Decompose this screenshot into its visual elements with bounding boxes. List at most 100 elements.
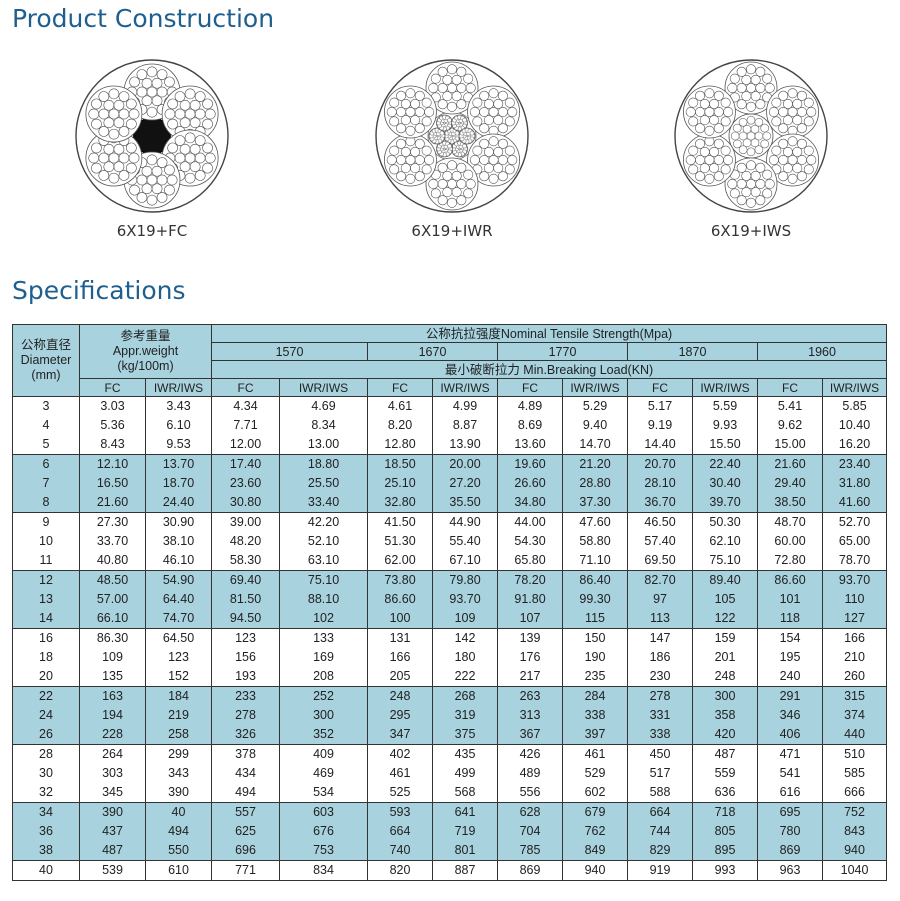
diameter-header-cn: 公称直径 bbox=[20, 338, 71, 352]
value-cell: 190 bbox=[562, 648, 629, 667]
value-cell: 696 bbox=[211, 841, 281, 861]
value-cell: 75.10 bbox=[279, 570, 369, 590]
specifications-table-body: 3 3.03 3.43 4.34 4.69 4.61 4.99 4.89 5.29 5.17 5.5… bbox=[12, 396, 888, 881]
value-cell: 487 bbox=[692, 744, 759, 764]
value-cell: 31.80 bbox=[822, 474, 888, 493]
value-cell: 102 bbox=[279, 609, 369, 629]
table-row: 5 8.43 9.53 12.00 13.00 12.80 13.90 13.60 14.70 1… bbox=[12, 435, 888, 455]
value-cell: 55.40 bbox=[432, 532, 499, 551]
diameter-cell: 24 bbox=[12, 706, 80, 725]
value-cell: 48.20 bbox=[211, 532, 281, 551]
strength-1870: 1870 bbox=[627, 342, 759, 361]
outer-strand bbox=[85, 129, 143, 187]
outer-strand bbox=[683, 133, 736, 187]
value-cell: 744 bbox=[627, 822, 694, 841]
value-cell: 284 bbox=[562, 686, 629, 706]
value-cell: 963 bbox=[757, 860, 824, 881]
value-cell: 367 bbox=[497, 725, 564, 745]
value-cell: 78.70 bbox=[822, 551, 888, 571]
value-cell: 291 bbox=[757, 686, 824, 706]
value-cell: 107 bbox=[497, 609, 564, 629]
value-cell: 110 bbox=[822, 590, 888, 609]
value-cell: 4.34 bbox=[211, 396, 281, 416]
diameter-cell: 30 bbox=[12, 764, 80, 783]
core-strand bbox=[451, 140, 468, 158]
value-cell: 35.50 bbox=[432, 493, 499, 513]
value-cell: 437 bbox=[79, 822, 146, 841]
value-cell: 829 bbox=[627, 841, 694, 861]
value-cell: 21.60 bbox=[757, 454, 824, 474]
value-cell: 5.85 bbox=[822, 396, 888, 416]
rope-label-iws: 6X19+IWS bbox=[710, 222, 792, 240]
value-cell: 57.00 bbox=[79, 590, 146, 609]
value-cell: 15.00 bbox=[757, 435, 824, 455]
value-cell: 517 bbox=[627, 764, 694, 783]
value-cell: 557 bbox=[211, 802, 281, 822]
value-cell: 489 bbox=[497, 764, 564, 783]
value-cell: 895 bbox=[692, 841, 759, 861]
value-cell: 228 bbox=[79, 725, 146, 745]
value-cell: 347 bbox=[367, 725, 434, 745]
value-cell: 195 bbox=[757, 648, 824, 667]
value-cell: 300 bbox=[279, 706, 369, 725]
weight-header-cn: 参考重量 bbox=[120, 329, 171, 343]
table-row: 3 3.03 3.43 4.34 4.69 4.61 4.99 4.89 5.29 5.17 5.5… bbox=[12, 396, 888, 416]
value-cell: 704 bbox=[497, 822, 564, 841]
value-cell: 217 bbox=[497, 667, 564, 687]
value-cell: 25.10 bbox=[367, 474, 434, 493]
value-cell: 434 bbox=[211, 764, 281, 783]
value-cell: 801 bbox=[432, 841, 499, 861]
table-row: 12 48.50 54.90 69.40 75.10 73.80 79.80 78.20 86.… bbox=[12, 570, 888, 590]
value-cell: 628 bbox=[497, 802, 564, 822]
value-cell: 559 bbox=[692, 764, 759, 783]
value-cell: 63.10 bbox=[279, 551, 369, 571]
outer-strand bbox=[683, 85, 736, 139]
value-cell: 343 bbox=[144, 764, 213, 783]
weight-header-unit: (kg/100m) bbox=[117, 359, 174, 373]
table-row: 28 264 299 378 409 402 435 426 461 450 487 471 510 bbox=[12, 744, 888, 764]
value-cell: 264 bbox=[79, 744, 146, 764]
outer-strand bbox=[161, 85, 219, 143]
value-cell: 66.10 bbox=[79, 609, 146, 629]
value-cell: 9.19 bbox=[627, 416, 694, 435]
value-cell: 109 bbox=[79, 648, 146, 667]
value-cell: 41.50 bbox=[367, 512, 434, 532]
value-cell: 820 bbox=[367, 860, 434, 881]
tensile-strength-header: 公称抗拉强度Nominal Tensile Strength(Mpa) bbox=[211, 324, 888, 343]
value-cell: 8.69 bbox=[497, 416, 564, 435]
value-cell: 186 bbox=[627, 648, 694, 667]
value-cell: 718 bbox=[692, 802, 759, 822]
value-cell: 36.70 bbox=[627, 493, 694, 513]
value-cell: 16.50 bbox=[79, 474, 146, 493]
value-cell: 233 bbox=[211, 686, 281, 706]
value-cell: 10.40 bbox=[822, 416, 888, 435]
value-cell: 358 bbox=[692, 706, 759, 725]
value-cell: 5.29 bbox=[562, 396, 629, 416]
value-cell: 8.34 bbox=[279, 416, 369, 435]
table-row: 38 487 550 696 753 740 801 785 849 829 895 869 940 bbox=[12, 841, 888, 861]
diameter-cell: 14 bbox=[12, 609, 80, 629]
value-cell: 248 bbox=[692, 667, 759, 687]
value-cell: 409 bbox=[279, 744, 369, 764]
diameter-cell: 20 bbox=[12, 667, 80, 687]
value-cell: 315 bbox=[822, 686, 888, 706]
value-cell: 86.60 bbox=[757, 570, 824, 590]
value-cell: 12.00 bbox=[211, 435, 281, 455]
value-cell: 222 bbox=[432, 667, 499, 687]
diameter-cell: 6 bbox=[12, 454, 80, 474]
load-fc-header: FC bbox=[627, 378, 694, 397]
value-cell: 205 bbox=[367, 667, 434, 687]
value-cell: 71.10 bbox=[562, 551, 629, 571]
value-cell: 91.80 bbox=[497, 590, 564, 609]
value-cell: 105 bbox=[692, 590, 759, 609]
value-cell: 113 bbox=[627, 609, 694, 629]
core-strand bbox=[728, 113, 774, 159]
value-cell: 147 bbox=[627, 628, 694, 648]
outer-strand bbox=[766, 85, 819, 139]
value-cell: 8.43 bbox=[79, 435, 146, 455]
value-cell: 4.89 bbox=[497, 396, 564, 416]
value-cell: 50.30 bbox=[692, 512, 759, 532]
value-cell: 86.60 bbox=[367, 590, 434, 609]
table-row: 18 109 123 156 169 166 180 176 190 186 201 195 210 bbox=[12, 648, 888, 667]
value-cell: 9.62 bbox=[757, 416, 824, 435]
